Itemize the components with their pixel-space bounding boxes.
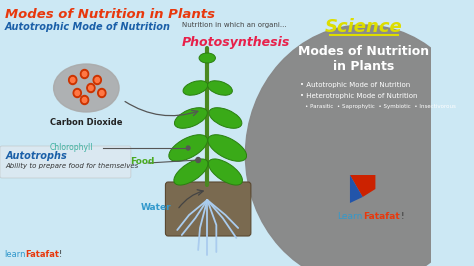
Circle shape	[100, 90, 104, 95]
Text: Water: Water	[141, 202, 172, 211]
Text: Ability to prepare food for themselves: Ability to prepare food for themselves	[6, 163, 139, 169]
Text: Nutrition in which an organi...: Nutrition in which an organi...	[182, 22, 286, 28]
Ellipse shape	[208, 81, 232, 95]
Text: Autotrophic Mode of Nutrition: Autotrophic Mode of Nutrition	[5, 22, 171, 32]
Circle shape	[69, 76, 77, 85]
Text: Fatafat: Fatafat	[364, 212, 401, 221]
FancyBboxPatch shape	[0, 146, 131, 178]
Text: Learn: Learn	[337, 212, 363, 221]
Circle shape	[186, 146, 190, 150]
Text: Autotrophs: Autotrophs	[6, 151, 67, 161]
Text: Science: Science	[325, 18, 402, 36]
Ellipse shape	[174, 159, 208, 185]
Text: • Parasitic  • Saprophytic  • Symbiotic  • Insectivorous: • Parasitic • Saprophytic • Symbiotic • …	[304, 104, 456, 109]
Text: learn: learn	[5, 250, 26, 259]
Ellipse shape	[208, 135, 246, 161]
Circle shape	[71, 77, 75, 82]
Circle shape	[82, 72, 87, 77]
Text: Food: Food	[130, 157, 155, 167]
Circle shape	[89, 85, 93, 90]
Text: Modes of Nutrition: Modes of Nutrition	[298, 45, 429, 58]
Ellipse shape	[209, 159, 243, 185]
Polygon shape	[350, 175, 363, 203]
FancyBboxPatch shape	[0, 0, 431, 266]
Circle shape	[81, 69, 89, 78]
Circle shape	[82, 98, 87, 102]
Circle shape	[98, 89, 106, 98]
Circle shape	[81, 95, 89, 105]
Circle shape	[73, 89, 82, 98]
Circle shape	[87, 84, 95, 93]
Ellipse shape	[54, 64, 119, 112]
Polygon shape	[350, 175, 375, 197]
Text: Fatafat: Fatafat	[26, 250, 59, 259]
Circle shape	[246, 25, 474, 266]
Ellipse shape	[183, 81, 208, 95]
Ellipse shape	[199, 53, 215, 63]
Circle shape	[75, 90, 80, 95]
Ellipse shape	[209, 108, 242, 128]
Text: !: !	[401, 212, 404, 221]
Text: Carbon Dioxide: Carbon Dioxide	[50, 118, 123, 127]
Circle shape	[196, 157, 201, 163]
Ellipse shape	[174, 108, 207, 128]
Text: Chlorophyll: Chlorophyll	[50, 143, 93, 152]
Text: Modes of Nutrition in Plants: Modes of Nutrition in Plants	[5, 8, 215, 21]
Text: • Autotrophic Mode of Nutrition: • Autotrophic Mode of Nutrition	[300, 82, 410, 88]
FancyBboxPatch shape	[165, 182, 251, 236]
Text: Photosynthesis: Photosynthesis	[182, 36, 290, 49]
Text: • Heterotrophic Mode of Nutrition: • Heterotrophic Mode of Nutrition	[300, 93, 418, 99]
Circle shape	[93, 76, 101, 85]
Ellipse shape	[169, 135, 208, 161]
Circle shape	[95, 77, 100, 82]
Text: in Plants: in Plants	[333, 60, 394, 73]
Text: !: !	[59, 250, 63, 259]
